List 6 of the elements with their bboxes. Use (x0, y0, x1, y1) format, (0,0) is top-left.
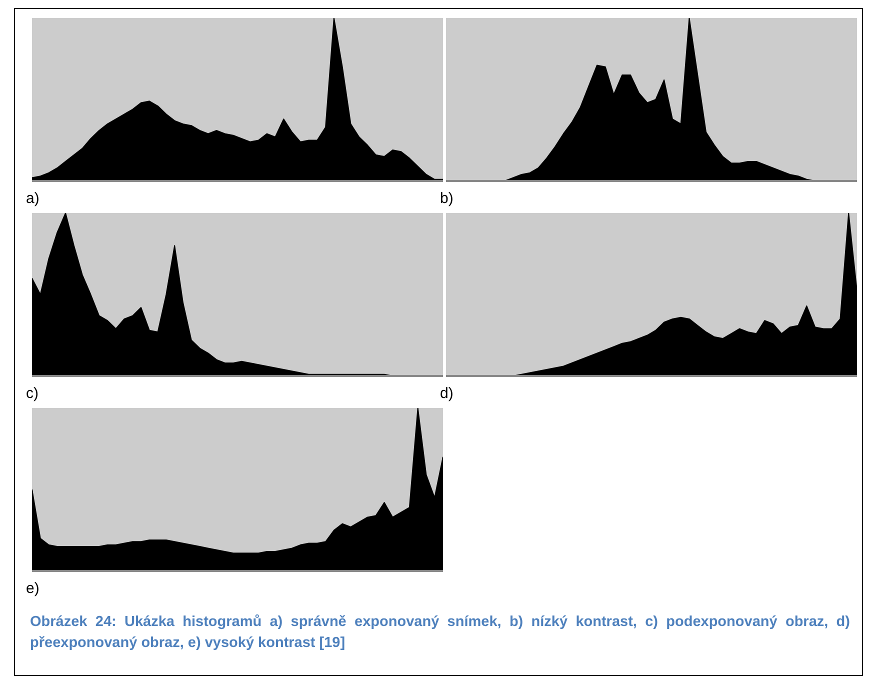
x-axis-title: c) (26, 385, 38, 402)
x-axis-title: e) (26, 580, 40, 597)
x-axis-title: a) (26, 190, 40, 207)
x-axis-title: d) (440, 385, 454, 402)
x-axis-title: b) (440, 190, 454, 207)
text: Obrázek 24: Ukázka histogramů a) správně exponovaný snímek, b) nízký kontrast, c) podexponovaný obraz, d) přeexponovaný obraz, e) vysoký kontrast [19] (30, 613, 850, 653)
